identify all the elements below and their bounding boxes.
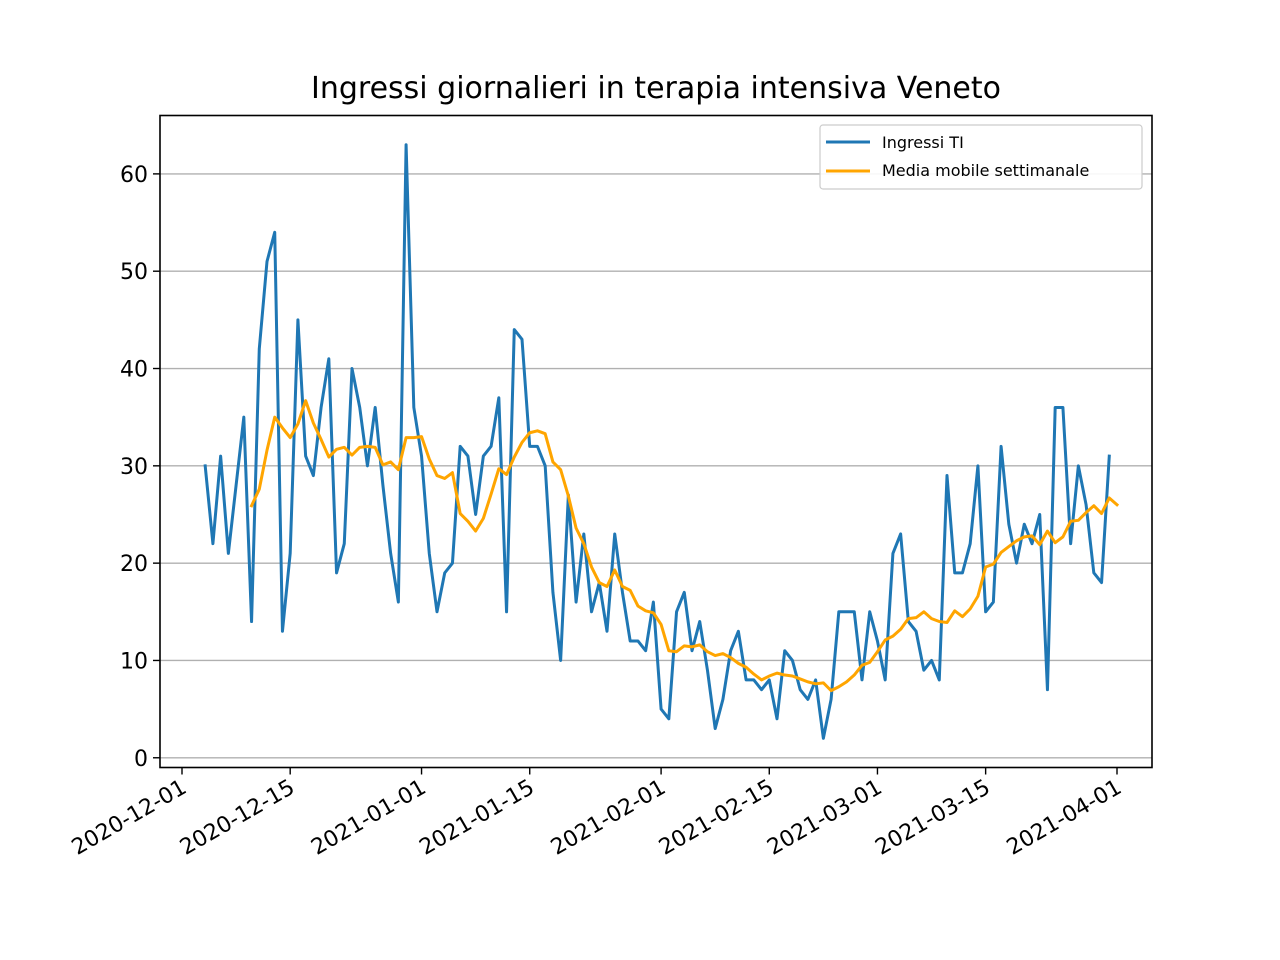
chart-title: Ingressi giornalieri in terapia intensiv…	[311, 71, 1001, 106]
legend-label-media-mobile: Media mobile settimanale	[882, 161, 1089, 180]
legend-box	[819, 124, 1143, 190]
y-axis: 0 10 20 30 40 50 60	[120, 163, 160, 772]
legend: Ingressi TI Media mobile settimanale	[819, 124, 1143, 190]
grid-lines	[160, 173, 1152, 759]
series-line-1	[249, 399, 1120, 693]
y-tick-label-40: 40	[120, 358, 148, 383]
y-tick-label-0: 0	[134, 747, 148, 772]
x-tick-label-2020-12-15: 2020-12-15	[176, 775, 299, 861]
x-tick-label-2021-01-01: 2021-01-01	[307, 775, 430, 861]
x-tick-label-2021-02-15: 2021-02-15	[655, 775, 778, 861]
x-tick-label-2021-03-01: 2021-03-01	[763, 775, 886, 861]
series-line-0	[203, 143, 1111, 740]
legend-label-ingressi-ti: Ingressi TI	[882, 133, 964, 152]
y-tick-label-20: 20	[120, 552, 148, 577]
x-tick-label-2021-04-01: 2021-04-01	[1003, 775, 1126, 861]
x-tick-label-2021-03-15: 2021-03-15	[871, 775, 994, 861]
x-tick-label-2021-02-01: 2021-02-01	[547, 775, 670, 861]
y-tick-label-60: 60	[120, 163, 148, 188]
plot-frame	[159, 114, 1153, 769]
y-tick-label-50: 50	[120, 260, 148, 285]
y-tick-label-10: 10	[120, 649, 148, 674]
y-tick-label-30: 30	[120, 455, 148, 480]
x-tick-label-2021-01-15: 2021-01-15	[415, 775, 538, 861]
series-layer	[203, 143, 1120, 740]
x-tick-label-2020-12-01: 2020-12-01	[68, 775, 191, 861]
